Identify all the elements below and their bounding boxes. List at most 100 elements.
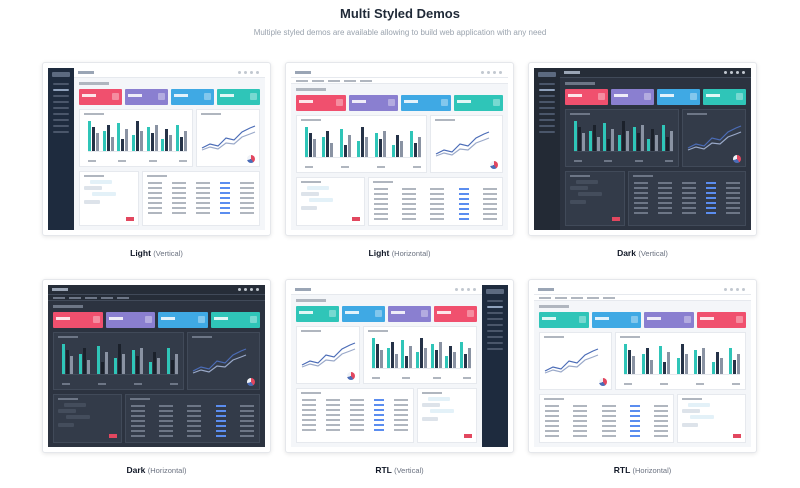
demo-label-title: RTL	[375, 465, 392, 475]
preview-table-cell	[629, 405, 640, 407]
demo-label[interactable]: RTL (Horizontal)	[614, 465, 672, 475]
preview-table-cell	[373, 208, 388, 210]
preview-topbar-icon	[724, 71, 727, 74]
preview-donut	[599, 378, 608, 386]
preview-footer-stat	[305, 166, 313, 168]
preview-table-row	[302, 424, 408, 426]
demo-label-title: Dark	[617, 248, 636, 258]
demo-label[interactable]: Light (Vertical)	[130, 248, 183, 258]
demo-card-light-vertical[interactable]: Light (Vertical)	[42, 62, 271, 271]
preview-bar-group	[617, 121, 629, 151]
preview-table-row	[148, 187, 254, 189]
preview-table-cell	[240, 182, 254, 184]
preview-kpi-card	[611, 89, 654, 105]
preview-table-cell	[430, 208, 445, 210]
preview-panel-footer	[574, 160, 673, 162]
demo-card-rtl-vertical[interactable]: RTL (Vertical)	[285, 279, 514, 488]
demo-label[interactable]: Dark (Horizontal)	[126, 465, 186, 475]
demo-card-dark-vertical[interactable]: Dark (Vertical)	[528, 62, 757, 271]
demo-thumbnail-link[interactable]	[528, 279, 757, 453]
preview-topbar-icon	[461, 288, 464, 291]
preview-table-cell	[629, 425, 640, 427]
preview-topbar-icon	[455, 288, 458, 291]
preview-table-cell	[682, 197, 696, 199]
preview-topbar-icon	[724, 288, 727, 291]
preview-table-cell	[682, 187, 696, 189]
preview-kpi-row	[79, 89, 260, 105]
preview-table-cell	[658, 192, 672, 194]
preview-bar	[372, 338, 376, 368]
preview-panel-title	[301, 119, 321, 121]
demo-label[interactable]: RTL (Vertical)	[375, 465, 423, 475]
preview-bar	[157, 358, 161, 374]
preview-bar	[420, 338, 424, 368]
demo-thumbnail-link[interactable]	[528, 62, 757, 236]
preview-bar	[374, 133, 378, 157]
demo-card-dark-horizontal[interactable]: Dark (Horizontal)	[42, 279, 271, 488]
preview-table-cell	[726, 197, 740, 199]
demo-label[interactable]: Light (Horizontal)	[369, 248, 431, 258]
demo-label-title: Light	[368, 248, 390, 258]
preview-kpi-value	[161, 317, 175, 320]
preview-kpi-card	[171, 89, 214, 105]
preview-line-series	[687, 125, 742, 149]
preview-bar	[135, 121, 139, 151]
preview-line-chart	[429, 115, 503, 173]
preview-table-cell	[458, 213, 469, 215]
preview-topbar-icons	[724, 288, 745, 291]
preview-nav-item	[53, 89, 69, 91]
preview-table-cell	[239, 410, 254, 412]
preview-bar	[647, 139, 651, 151]
preview-footer-stat	[402, 377, 411, 379]
preview-topnav-item	[587, 297, 599, 299]
preview-panel-title	[301, 181, 321, 183]
preview-bar	[88, 121, 91, 151]
preview-kpi-card	[348, 95, 398, 111]
preview-topnav-item	[101, 297, 113, 299]
demo-thumbnail-link[interactable]	[42, 62, 271, 236]
dashboard-preview	[291, 68, 508, 230]
demo-card-rtl-horizontal[interactable]: RTL (Horizontal)	[528, 279, 757, 488]
demo-label[interactable]: Dark (Vertical)	[617, 248, 668, 258]
preview-table-panel	[539, 394, 675, 443]
demo-thumbnail-link[interactable]	[285, 62, 514, 236]
preview-topnav-item	[344, 80, 356, 82]
preview-chat-panel	[565, 171, 625, 226]
preview-line-svg	[687, 125, 742, 151]
preview-bar	[83, 348, 87, 374]
preview-topbar-icon	[730, 71, 733, 74]
preview-bar-group	[624, 344, 636, 374]
preview-bar	[118, 344, 122, 374]
preview-table-cell	[430, 188, 445, 190]
preview-bar	[87, 360, 91, 374]
preview-bar	[376, 344, 380, 368]
preview-table-cell	[658, 197, 672, 199]
demo-card-light-horizontal[interactable]: Light (Horizontal)	[285, 62, 514, 271]
preview-bar-chart	[615, 332, 746, 390]
demo-thumbnail-link[interactable]	[42, 279, 271, 453]
preview-bar	[326, 131, 330, 157]
preview-table-cell	[130, 410, 145, 412]
preview-bar	[405, 356, 409, 368]
preview-footer-stat	[169, 383, 178, 385]
preview-topnav-item	[571, 297, 583, 299]
preview-line-series	[435, 137, 489, 157]
preview-footer-stat	[574, 160, 582, 162]
preview-bar	[624, 344, 628, 374]
preview-table-cell	[658, 187, 672, 189]
preview-bar	[611, 129, 615, 151]
preview-table-cell	[350, 429, 364, 431]
preview-nav-item	[487, 318, 503, 320]
preview-kpi-value	[404, 100, 418, 103]
preview-kpi-value	[699, 317, 714, 320]
preview-main	[74, 68, 265, 230]
preview-table-cell	[706, 212, 716, 214]
preview-panel-title	[570, 175, 590, 177]
preview-bar-chart	[53, 332, 184, 390]
demo-thumbnail-link[interactable]	[285, 279, 514, 453]
preview-bar-group	[392, 135, 404, 157]
preview-table-row	[148, 212, 254, 214]
preview-table-cell	[215, 410, 226, 412]
preview-table-cell	[482, 198, 497, 200]
preview-bar	[343, 145, 347, 157]
